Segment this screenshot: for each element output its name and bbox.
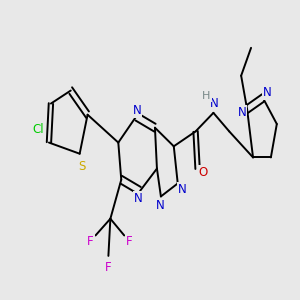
Text: F: F: [105, 260, 112, 274]
Text: N: N: [134, 192, 142, 205]
Text: Cl: Cl: [32, 123, 44, 136]
Text: O: O: [199, 166, 208, 179]
Text: N: N: [155, 199, 164, 212]
Text: S: S: [78, 160, 85, 173]
Text: N: N: [210, 97, 219, 110]
Text: N: N: [133, 104, 142, 118]
Text: N: N: [262, 86, 271, 99]
Text: N: N: [178, 182, 187, 196]
Text: N: N: [238, 106, 247, 119]
Text: F: F: [87, 235, 94, 248]
Text: H: H: [202, 91, 211, 101]
Text: F: F: [126, 235, 133, 248]
